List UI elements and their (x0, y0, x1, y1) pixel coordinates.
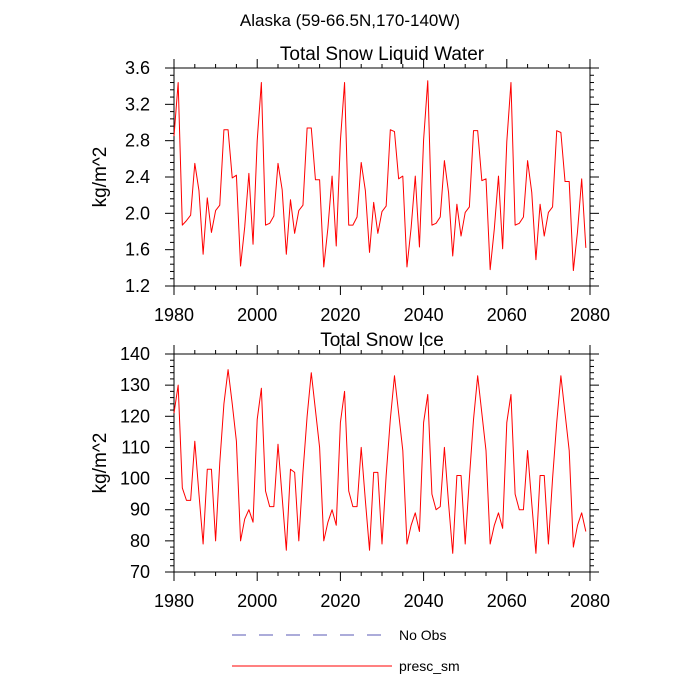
y-tick-label: 80 (130, 531, 150, 551)
y-tick-label: 100 (120, 469, 150, 489)
x-tick-label: 2060 (487, 305, 527, 325)
x-tick-label: 1980 (154, 591, 194, 611)
y-tick-label: 2.0 (125, 203, 150, 223)
x-tick-label: 2080 (570, 591, 610, 611)
y-tick-label: 2.8 (125, 131, 150, 151)
y-tick-label: 70 (130, 562, 150, 582)
y-axis-label: kg/m^2 (90, 433, 111, 494)
legend-label-presc-sm: presc_sm (399, 658, 460, 674)
y-axis-label: kg/m^2 (90, 147, 111, 208)
x-tick-label: 2040 (404, 305, 444, 325)
y-tick-label: 110 (121, 437, 150, 457)
x-tick-label: 2060 (487, 591, 527, 611)
x-tick-label: 2000 (237, 305, 277, 325)
y-tick-label: 1.6 (125, 240, 150, 260)
x-tick-label: 2020 (320, 305, 360, 325)
figure-suptitle: Alaska (59-66.5N,170-140W) (240, 11, 460, 30)
legend: No Obs presc_sm (232, 627, 460, 674)
chart-panel-1: Total Snow Liquid Water kg/m^2 1.2 1.6 2.0 2.… (90, 44, 610, 325)
y-tick-label: 3.6 (125, 58, 150, 78)
legend-label-no-obs: No Obs (399, 627, 446, 643)
y-tick-label: 130 (120, 375, 150, 395)
chart-panel-2: Total Snow Ice kg/m^2 70 80 90 100 110 120 130 14… (90, 330, 610, 611)
y-tick-label: 2.4 (125, 167, 150, 187)
series-line-presc_sm (173, 369, 587, 554)
x-tick-label: 2020 (320, 591, 360, 611)
series-line-presc_sm (173, 80, 587, 272)
x-tick-label: 2080 (570, 305, 610, 325)
y-tick-label: 140 (120, 344, 150, 364)
x-tick-label: 1980 (154, 305, 194, 325)
chart-title: Total Snow Liquid Water (280, 44, 485, 65)
y-tick-label: 1.2 (125, 276, 150, 296)
y-tick-label: 120 (120, 406, 150, 426)
x-tick-label: 2000 (237, 591, 277, 611)
plots-group: Total Snow Liquid Water kg/m^2 1.2 1.6 2.0 2.… (90, 44, 610, 611)
chart-title: Total Snow Ice (320, 330, 444, 351)
y-tick-label: 90 (130, 500, 150, 520)
y-tick-label: 3.2 (125, 94, 150, 114)
x-tick-label: 2040 (404, 591, 444, 611)
